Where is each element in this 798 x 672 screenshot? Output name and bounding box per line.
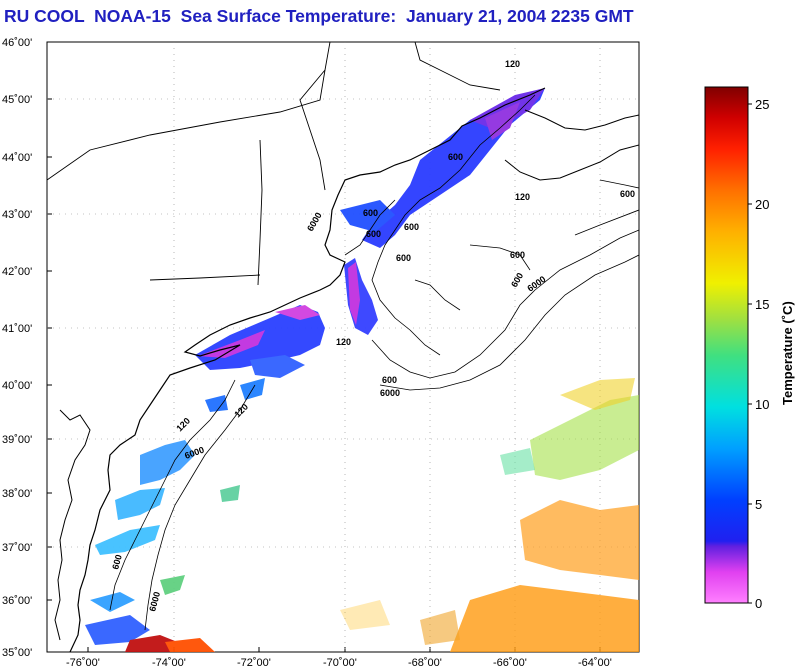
lon-label: -72˚00'	[237, 657, 271, 669]
lat-label: 46˚00'	[2, 37, 32, 49]
contour-label: 600	[404, 222, 419, 232]
colorbar-tick: 25	[755, 97, 769, 112]
contour-label: 120	[505, 59, 520, 69]
map-title: RU COOL NOAA-15 Sea Surface Temperature:…	[4, 6, 634, 26]
colorbar-tick: 0	[755, 596, 762, 611]
lat-label: 43˚00'	[2, 209, 32, 221]
contour-label: 6000	[380, 388, 400, 398]
colorbar-tick: 20	[755, 197, 769, 212]
lon-label: -66˚00'	[493, 657, 527, 669]
coastline	[69, 87, 546, 653]
coastline-3	[504, 109, 640, 181]
contour-label: 120	[515, 192, 530, 202]
longitude-labels: -76˚00' -74˚00' -72˚00' -70˚00' -68˚00' …	[66, 657, 612, 669]
latitude-labels: 46˚00' 45˚00' 44˚00' 43˚00' 42˚00' 41˚00…	[2, 37, 32, 659]
contour-label: 600	[510, 250, 525, 260]
contour-label: 600	[110, 553, 124, 570]
lat-label: 38˚00'	[2, 488, 32, 500]
colorbar-tick: 15	[755, 297, 769, 312]
lon-label: -74˚00'	[152, 657, 186, 669]
colorbar-title: Temperature (˚C)	[780, 301, 795, 405]
contour-label: 120	[336, 337, 351, 347]
lat-label: 37˚00'	[2, 542, 32, 554]
lat-label: 44˚00'	[2, 152, 32, 164]
borders	[46, 41, 640, 286]
colorbar-tick: 5	[755, 497, 762, 512]
contour-label: 600	[620, 189, 635, 199]
coastline-2	[54, 409, 91, 641]
lon-label: -68˚00'	[408, 657, 442, 669]
contour-label: 600	[366, 229, 381, 239]
lat-label: 36˚00'	[2, 595, 32, 607]
lat-label: 42˚00'	[2, 266, 32, 278]
colorbar-scale	[704, 86, 749, 604]
lon-label: -70˚00'	[323, 657, 357, 669]
lon-label: -76˚00'	[66, 657, 100, 669]
contour-label: 600	[396, 253, 411, 263]
lon-label: -64˚00'	[578, 657, 612, 669]
lat-label: 41˚00'	[2, 323, 32, 335]
lat-label: 39˚00'	[2, 434, 32, 446]
colorbar: 25 20 15 10 5 0 Temperature (˚C)	[704, 86, 795, 611]
lat-label: 35˚00'	[2, 647, 32, 659]
colorbar-tick: 10	[755, 397, 769, 412]
contours	[109, 94, 640, 631]
contour-label: 600	[448, 152, 463, 162]
lat-label: 45˚00'	[2, 94, 32, 106]
contour-label: 600	[382, 375, 397, 385]
contour-label: 600	[363, 208, 378, 218]
lat-label: 40˚00'	[2, 380, 32, 392]
